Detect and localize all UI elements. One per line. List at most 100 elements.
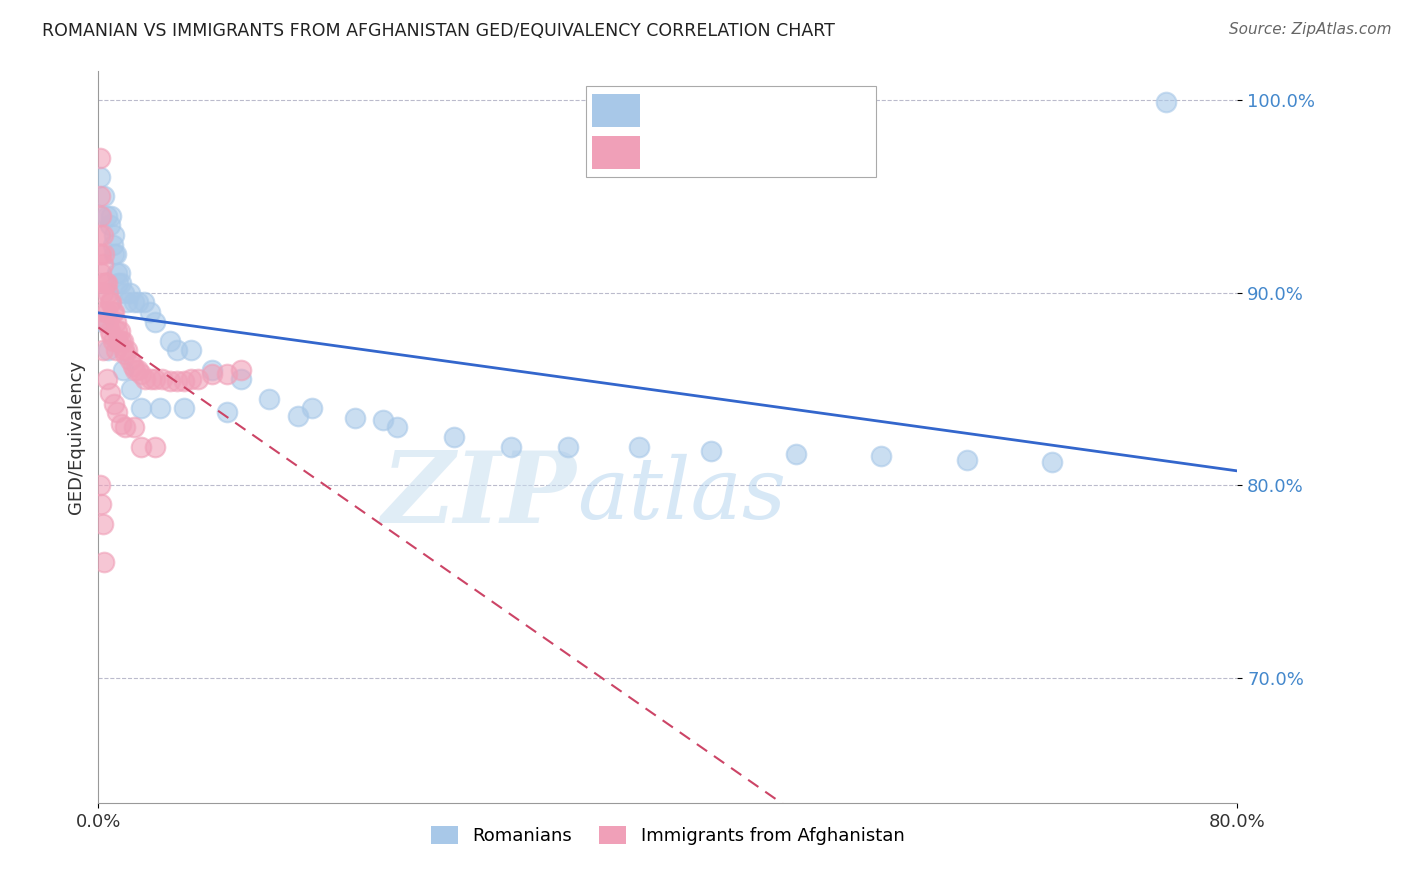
Point <box>343 410 366 425</box>
Point <box>96 305 118 319</box>
Point <box>201 367 224 381</box>
Point <box>111 334 134 348</box>
Point <box>100 209 122 223</box>
Point <box>557 440 579 454</box>
Point <box>103 397 125 411</box>
Point <box>97 343 120 358</box>
Point <box>115 295 138 310</box>
Text: R =: R = <box>651 102 685 120</box>
Point <box>129 367 152 381</box>
Text: 51: 51 <box>828 101 853 120</box>
Point <box>100 328 122 343</box>
Point <box>180 372 202 386</box>
Point <box>173 401 195 416</box>
Point <box>120 382 142 396</box>
Point <box>121 359 143 373</box>
Point <box>89 209 111 223</box>
Point <box>187 372 209 386</box>
Point <box>785 447 807 461</box>
Point <box>94 315 117 329</box>
Point <box>201 362 224 376</box>
Point <box>110 334 132 348</box>
Point <box>98 385 121 400</box>
Point <box>129 401 152 416</box>
Point <box>89 151 111 165</box>
Point <box>870 450 893 464</box>
Text: atlas: atlas <box>576 454 786 537</box>
Point <box>91 227 114 242</box>
Point <box>93 189 115 203</box>
Point <box>89 247 111 261</box>
Point <box>110 276 132 290</box>
FancyBboxPatch shape <box>592 136 640 169</box>
Point <box>98 295 121 310</box>
Point <box>101 305 124 319</box>
Point <box>90 247 112 261</box>
Point <box>104 315 127 329</box>
Point <box>132 295 155 310</box>
Point <box>122 420 145 434</box>
Point <box>91 516 114 531</box>
Point <box>138 305 160 319</box>
Point <box>118 285 141 300</box>
Text: ZIP: ZIP <box>382 448 576 544</box>
Point <box>159 374 181 388</box>
Text: -0.088: -0.088 <box>702 101 765 120</box>
Point <box>96 276 118 290</box>
Point <box>105 324 128 338</box>
FancyBboxPatch shape <box>592 95 640 127</box>
Point <box>180 343 202 358</box>
Point <box>107 334 129 348</box>
Point <box>89 189 111 203</box>
Point <box>90 209 112 223</box>
Point <box>628 440 651 454</box>
Point <box>108 267 131 281</box>
Point <box>96 209 118 223</box>
Point <box>124 362 146 376</box>
Y-axis label: GED/Equivalency: GED/Equivalency <box>66 360 84 514</box>
Text: Source: ZipAtlas.com: Source: ZipAtlas.com <box>1229 22 1392 37</box>
Point <box>443 430 465 444</box>
Point <box>89 227 111 242</box>
Text: ROMANIAN VS IMMIGRANTS FROM AFGHANISTAN GED/EQUIVALENCY CORRELATION CHART: ROMANIAN VS IMMIGRANTS FROM AFGHANISTAN … <box>42 22 835 40</box>
Point <box>112 343 135 358</box>
Point <box>89 170 111 185</box>
Point <box>101 334 124 348</box>
Point <box>115 343 138 358</box>
Point <box>501 440 523 454</box>
Point <box>104 343 127 358</box>
Point <box>173 374 195 388</box>
Point <box>166 374 188 388</box>
Point <box>91 343 114 358</box>
Point <box>215 367 238 381</box>
Point <box>259 392 281 406</box>
Point <box>127 362 149 376</box>
Point <box>93 276 115 290</box>
Point <box>103 247 125 261</box>
Point <box>103 305 125 319</box>
Text: 0.170: 0.170 <box>702 143 756 162</box>
Point <box>112 285 135 300</box>
Point <box>229 372 252 386</box>
Point <box>287 409 309 423</box>
Point <box>387 420 409 434</box>
Text: R =: R = <box>651 144 685 161</box>
Point <box>956 453 979 467</box>
Point <box>97 285 120 300</box>
Point <box>166 343 188 358</box>
Point <box>96 372 118 386</box>
Point <box>1040 455 1063 469</box>
Point <box>98 219 121 233</box>
Point <box>98 324 121 338</box>
Point <box>699 443 721 458</box>
Point <box>91 315 114 329</box>
Point <box>93 247 115 261</box>
Point <box>129 440 152 454</box>
Point <box>103 227 125 242</box>
Point <box>105 267 128 281</box>
Point <box>93 555 115 569</box>
Point <box>100 295 122 310</box>
Point <box>111 362 134 376</box>
Point <box>159 334 181 348</box>
Point <box>107 276 129 290</box>
